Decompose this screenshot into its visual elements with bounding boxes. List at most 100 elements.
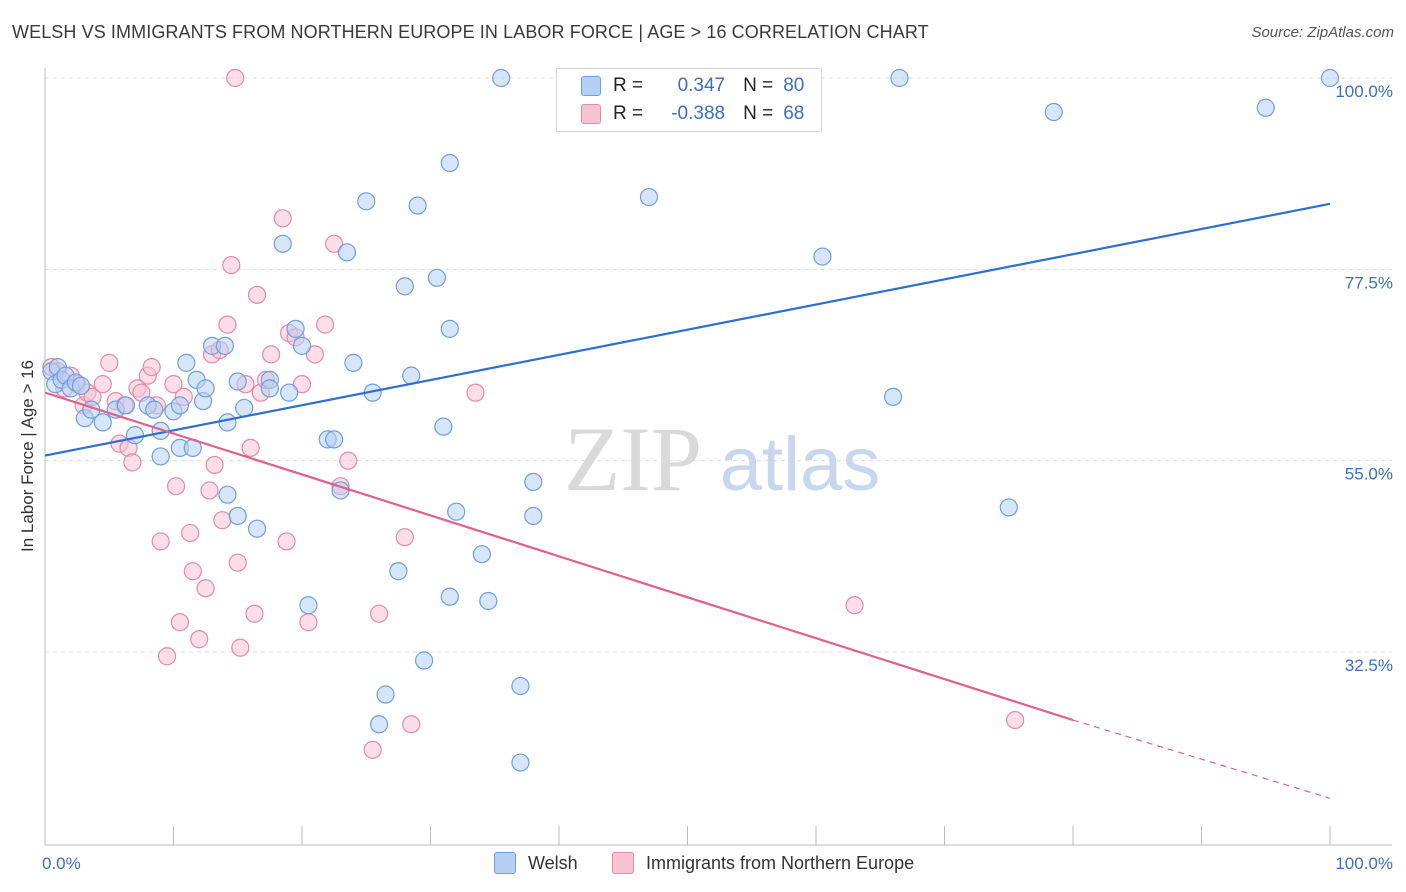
- chart-title: WELSH VS IMMIGRANTS FROM NORTHERN EUROPE…: [12, 22, 929, 42]
- welsh-point: [1044, 102, 1063, 122]
- north-europe-point: [273, 209, 292, 228]
- welsh-swatch: [581, 76, 601, 96]
- welsh-point: [389, 562, 408, 581]
- north-europe-points: [42, 68, 1025, 759]
- north-europe-point: [200, 481, 219, 500]
- north-europe-point: [299, 613, 318, 632]
- north-europe-point: [1006, 710, 1025, 730]
- tick-labels: 32.5% 55.0% 77.5% 100.0% 0.0% 100.0%: [42, 82, 1393, 873]
- y-tick-label: 55.0%: [1345, 465, 1393, 484]
- north-europe-point: [183, 562, 202, 581]
- welsh-point: [344, 353, 363, 372]
- north-europe-point: [305, 345, 324, 364]
- welsh-point: [479, 591, 498, 611]
- welsh-point: [286, 319, 305, 338]
- welsh-point: [427, 268, 447, 287]
- north-europe-point: [157, 647, 177, 666]
- welsh-point: [260, 379, 279, 398]
- north-europe-point: [363, 740, 382, 759]
- welsh-point: [125, 426, 145, 445]
- welsh-point: [434, 417, 453, 436]
- welsh-point: [228, 372, 247, 391]
- welsh-point: [524, 506, 543, 526]
- welsh-point: [511, 753, 530, 772]
- series-legend: Welsh Immigrants from Northern Europe: [0, 852, 1406, 878]
- welsh-point: [999, 498, 1018, 517]
- north-europe-point: [370, 604, 389, 623]
- watermark-zip: ZIP: [564, 408, 702, 510]
- north-europe-point: [316, 315, 335, 334]
- welsh-point: [472, 545, 491, 564]
- trend-lines: [44, 202, 1331, 799]
- welsh-point: [235, 398, 254, 418]
- north-europe-point: [181, 523, 200, 543]
- welsh-point: [639, 187, 659, 207]
- legend-item-welsh: Welsh: [494, 852, 578, 874]
- north-europe-point: [164, 375, 183, 394]
- legend-row-welsh: R = 0.347 N = 80: [581, 73, 804, 99]
- welsh-point: [325, 430, 344, 449]
- x-tick-label: 100.0%: [1335, 854, 1393, 873]
- welsh-trend-line: [44, 202, 1331, 457]
- north-europe-point: [151, 532, 170, 551]
- welsh-point: [71, 376, 91, 395]
- north-europe-point: [845, 596, 864, 615]
- axes: [44, 68, 1392, 846]
- welsh-point: [370, 715, 389, 734]
- grid-lines: [45, 77, 1392, 653]
- source-label: Source: ZipAtlas.com: [1251, 24, 1394, 41]
- welsh-point: [196, 379, 215, 398]
- welsh-point: [1320, 68, 1340, 88]
- welsh-point: [440, 319, 459, 338]
- north-europe-point: [339, 451, 358, 470]
- north-europe-point: [231, 638, 250, 657]
- north-swatch: [612, 852, 634, 874]
- north-europe-point: [226, 68, 245, 88]
- north-europe-point: [222, 255, 241, 275]
- welsh-point: [395, 277, 414, 296]
- welsh-point: [440, 587, 459, 606]
- welsh-point: [228, 506, 247, 526]
- north-europe-point: [166, 477, 186, 496]
- welsh-point: [511, 676, 530, 696]
- welsh-point: [299, 596, 318, 615]
- legend-row-north: R = -0.388 N = 68: [581, 101, 804, 127]
- north-europe-point: [241, 438, 260, 458]
- north-europe-point: [247, 285, 267, 304]
- legend-label-north: Immigrants from Northern Europe: [646, 852, 915, 873]
- welsh-point: [247, 519, 267, 538]
- y-tick-label: 77.5%: [1345, 273, 1393, 292]
- welsh-point: [492, 68, 511, 88]
- north-europe-point: [213, 511, 232, 530]
- north-europe-point: [245, 604, 264, 623]
- north-europe-point: [395, 528, 414, 547]
- y-tick-label: 100.0%: [1335, 82, 1393, 101]
- legend-r-value: -0.388: [671, 103, 726, 124]
- welsh-point: [813, 247, 832, 266]
- north-europe-point: [142, 358, 161, 377]
- north-europe-point: [262, 345, 281, 364]
- north-europe-point: [466, 383, 485, 402]
- north-europe-point: [100, 353, 119, 372]
- north-europe-point: [123, 453, 142, 472]
- north-europe-trend-line: [44, 391, 1074, 722]
- stats-legend: R = 0.347 N = 80 R = -0.388 N = 68: [556, 68, 822, 132]
- legend-r-value: 0.347: [677, 75, 726, 96]
- north-europe-point: [292, 375, 312, 394]
- welsh-point: [414, 651, 434, 670]
- y-tick-label: 32.5%: [1345, 656, 1393, 675]
- north-europe-point: [218, 315, 237, 334]
- legend-r-label: R =: [613, 75, 644, 96]
- welsh-point: [215, 336, 234, 355]
- north-europe-point: [205, 455, 224, 475]
- legend-n-value: 80: [783, 75, 805, 96]
- north-europe-point: [402, 715, 421, 734]
- welsh-point: [357, 192, 376, 211]
- x-tick-label: 0.0%: [42, 854, 81, 873]
- legend-n-label: N =: [743, 103, 774, 124]
- welsh-point: [337, 243, 357, 262]
- north-europe-point: [93, 375, 112, 394]
- welsh-point: [890, 68, 909, 88]
- north-europe-point: [190, 630, 209, 649]
